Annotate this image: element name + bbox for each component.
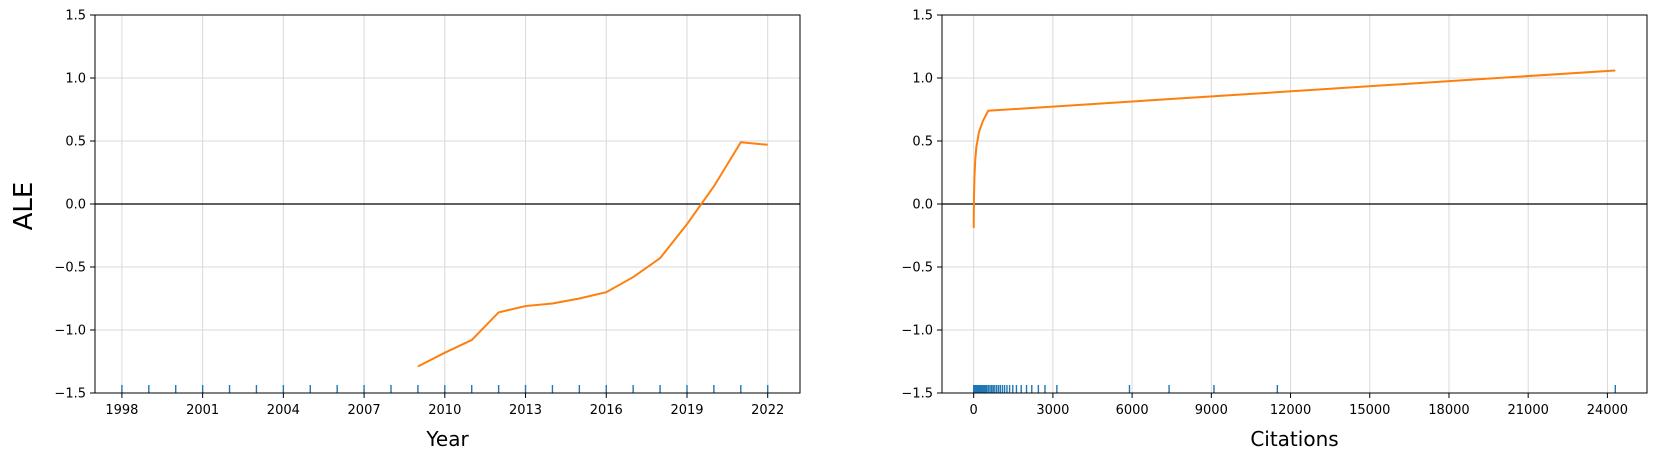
x-tick-label: 9000 xyxy=(1195,403,1228,418)
ale-line xyxy=(417,141,768,368)
x-tick-label: 2007 xyxy=(348,403,381,418)
y-tick-label: −0.5 xyxy=(901,261,933,276)
x-axis-label: Year xyxy=(425,427,469,451)
x-tick-label: 6000 xyxy=(1116,403,1149,418)
shared-y-axis-label: ALE xyxy=(9,182,39,231)
x-tick-label: 24000 xyxy=(1587,403,1628,418)
x-tick-label: 1998 xyxy=(105,403,138,418)
x-tick-label: 2013 xyxy=(509,403,542,418)
y-tick-label: 1.5 xyxy=(912,9,933,24)
y-tick-label: −1.0 xyxy=(54,324,86,339)
x-axis-label: Citations xyxy=(1250,427,1338,451)
y-tick-label: −1.5 xyxy=(54,387,86,402)
y-tick-label: 1.0 xyxy=(912,72,933,87)
y-tick-label: 0.5 xyxy=(912,135,933,150)
year-ale-panel: 1998 2001 2004 2007 2010 2013 2016 2019 2022 −1.5… xyxy=(54,9,801,451)
x-tick-label: 3000 xyxy=(1036,403,1069,418)
x-tick-label: 0 xyxy=(970,403,978,418)
y-tick-label: 1.0 xyxy=(65,72,86,87)
y-tick-label: 0.0 xyxy=(912,198,933,213)
x-tick-label: 2004 xyxy=(267,403,300,418)
y-tick-label: −1.0 xyxy=(901,324,933,339)
x-tick-label: 2019 xyxy=(670,403,703,418)
y-tick-label: −0.5 xyxy=(54,261,86,276)
x-tick-label: 2016 xyxy=(590,403,623,418)
x-tick-label: 2001 xyxy=(186,403,219,418)
y-tick-label: 0.0 xyxy=(65,198,86,213)
x-tick-label: 21000 xyxy=(1508,403,1549,418)
x-tick-label: 18000 xyxy=(1428,403,1469,418)
y-tick-label: 1.5 xyxy=(65,9,86,24)
x-tick-label: 2022 xyxy=(751,403,784,418)
y-tick-label: 0.5 xyxy=(65,135,86,150)
x-tick-label: 12000 xyxy=(1270,403,1311,418)
y-tick-label: −1.5 xyxy=(901,387,933,402)
ale-line xyxy=(972,69,1616,228)
citations-ale-panel: 0 3000 6000 9000 12000 15000 18000 21000 24000 −1… xyxy=(901,9,1648,451)
x-tick-label: 15000 xyxy=(1349,403,1390,418)
x-tick-label: 2010 xyxy=(428,403,461,418)
